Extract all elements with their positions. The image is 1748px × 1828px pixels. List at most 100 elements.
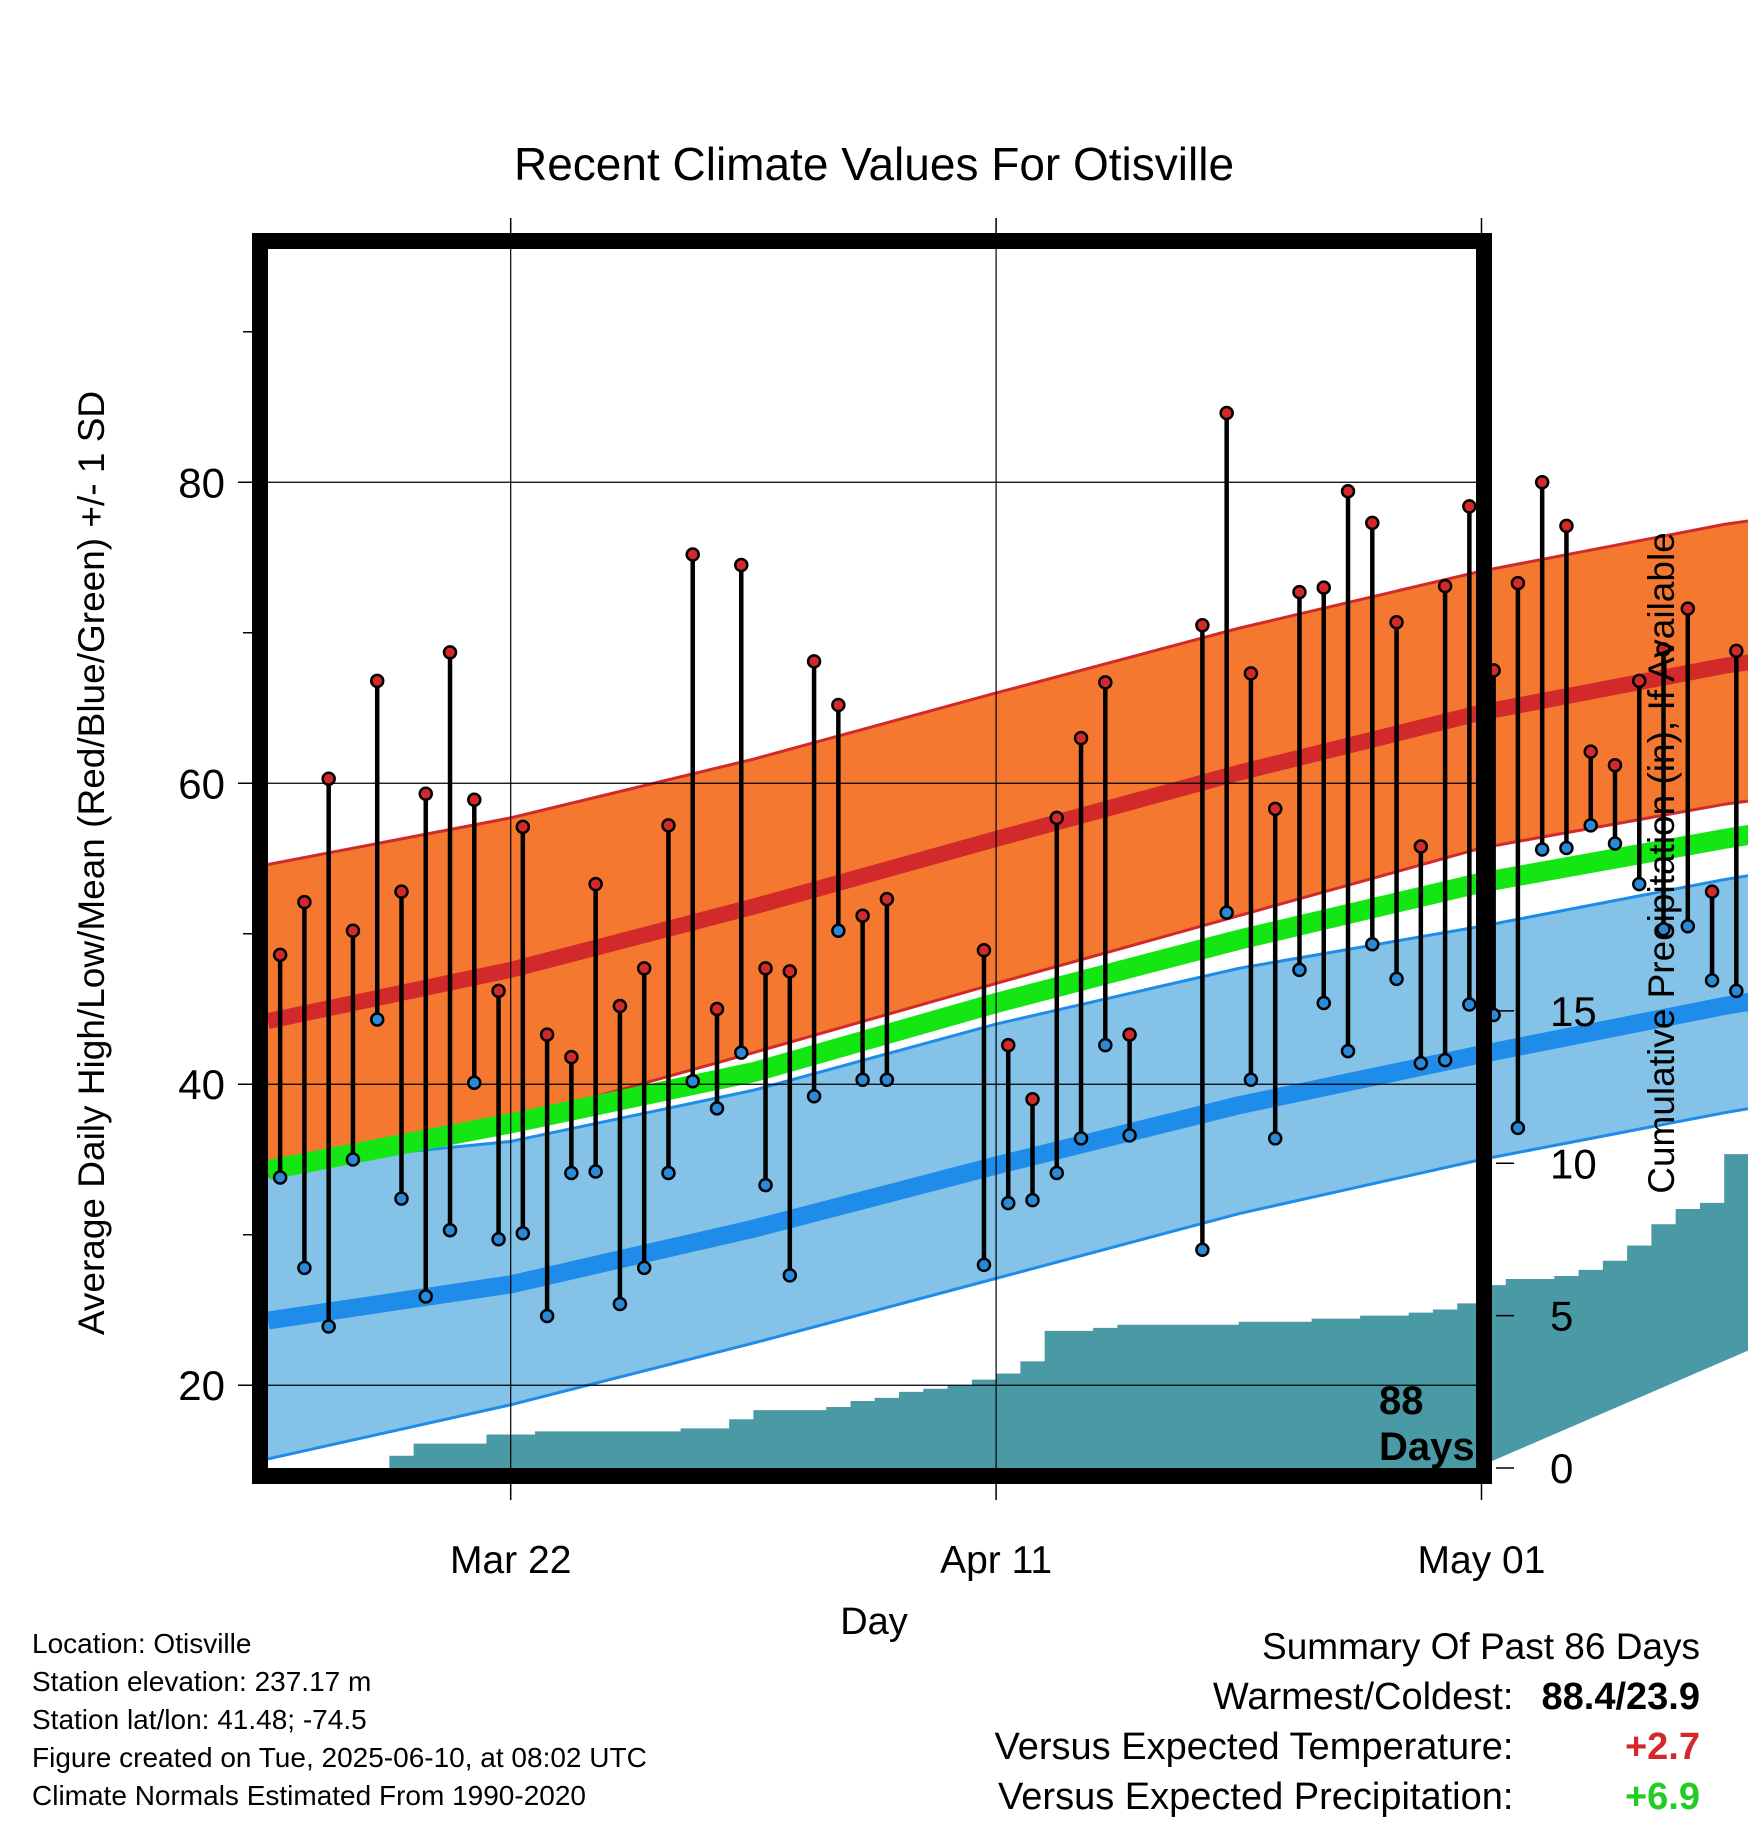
warmest-coldest-row: Warmest/Coldest: 88.4/23.9: [995, 1672, 1700, 1722]
created-text: Figure created on Tue, 2025-06-10, at 08…: [32, 1742, 647, 1773]
high-point: [588, 876, 603, 892]
low-point: [1000, 1195, 1016, 1211]
low-point: [564, 1165, 579, 1181]
today-days-label-number: 88: [1379, 1379, 1424, 1423]
low-point: [1559, 840, 1574, 856]
high-point: [1462, 499, 1477, 514]
high-point: [1340, 484, 1356, 499]
high-point: [734, 557, 749, 573]
high-point: [539, 1027, 555, 1042]
precipitation-area: [268, 1154, 1748, 1468]
low-point: [782, 1268, 798, 1283]
low-point: [272, 1170, 288, 1185]
low-point: [1534, 842, 1550, 857]
observation-points-layer: [272, 405, 1744, 1334]
low-point: [976, 1257, 992, 1273]
high-point: [1122, 1027, 1137, 1042]
low-point: [1462, 997, 1477, 1012]
summary-panel: Summary Of Past 86 Days Warmest/Coldest:…: [995, 1622, 1700, 1822]
high-point: [612, 998, 628, 1014]
low-point: [1267, 1131, 1283, 1146]
high-point: [515, 819, 531, 835]
temp-anomaly-row: Versus Expected Temperature: +2.7: [995, 1722, 1700, 1772]
high-normal-band: [268, 521, 1748, 1177]
low-point: [1389, 971, 1404, 987]
high-point: [1025, 1092, 1040, 1107]
high-point: [806, 654, 822, 669]
y-left-tick-label: 20: [178, 1362, 225, 1409]
warmest-coldest-label: Warmest/Coldest:: [1212, 1676, 1514, 1718]
low-point: [831, 923, 846, 938]
high-point: [272, 947, 288, 963]
low-point: [515, 1225, 531, 1241]
y-right-tick-label: 15: [1550, 988, 1597, 1035]
high-point: [1365, 515, 1380, 531]
summary-title: Summary Of Past 86 Days: [1262, 1626, 1700, 1667]
high-point: [661, 818, 676, 833]
low-point: [588, 1164, 603, 1179]
high-point: [394, 884, 409, 899]
low-point: [1316, 995, 1331, 1011]
chart-title: Recent Climate Values For Otisville: [514, 138, 1234, 190]
low-point: [467, 1075, 482, 1090]
high-point: [976, 943, 992, 958]
high-point: [297, 894, 312, 910]
low-point: [418, 1289, 434, 1304]
station-info: Location: Otisville Station elevation: 2…: [32, 1625, 647, 1815]
low-point: [1219, 905, 1234, 920]
warmest-coldest-value: 88.4/23.9: [1541, 1676, 1700, 1718]
high-point: [369, 673, 385, 689]
high-point: [782, 964, 798, 979]
low-point: [1729, 983, 1744, 999]
x-tick-label: Mar 22: [450, 1539, 571, 1582]
low-point: [1413, 1055, 1429, 1071]
precip-anomaly-label: Versus Expected Precipitation:: [998, 1776, 1514, 1818]
high-point: [1000, 1037, 1016, 1053]
low-point: [1680, 918, 1696, 934]
low-point: [369, 1012, 385, 1027]
high-point: [345, 923, 361, 938]
low-point: [1365, 937, 1380, 952]
low-point: [1583, 818, 1598, 833]
x-tick-label: Apr 11: [940, 1539, 1052, 1582]
high-point: [1680, 601, 1696, 616]
low-point: [806, 1089, 822, 1104]
y-axis-label-right: Cumulative Precipitation (in), If Availa…: [1641, 532, 1682, 1194]
precipitation-layer: [268, 1154, 1748, 1468]
low-point: [855, 1072, 870, 1087]
low-point: [491, 1231, 506, 1247]
low-point: [1243, 1072, 1259, 1087]
y-right-tick-label: 10: [1550, 1140, 1597, 1187]
y-right-tick-label: 0: [1550, 1445, 1573, 1492]
high-point: [1437, 578, 1453, 594]
low-point: [321, 1319, 336, 1334]
high-point: [1413, 839, 1429, 854]
low-point: [1073, 1131, 1089, 1146]
high-point: [1534, 475, 1550, 490]
high-point: [1267, 801, 1283, 817]
low-point: [1704, 973, 1720, 988]
high-point: [321, 771, 336, 786]
high-point: [1704, 884, 1720, 899]
low-point: [685, 1073, 700, 1089]
normals-text: Climate Normals Estimated From 1990-2020: [32, 1780, 586, 1811]
plot-frame: [252, 233, 1492, 1484]
low-point: [879, 1072, 895, 1087]
high-point: [1389, 614, 1404, 630]
high-point: [636, 961, 652, 976]
low-point: [661, 1165, 676, 1181]
high-point: [1219, 405, 1234, 421]
low-point: [1437, 1052, 1453, 1068]
low-point: [1656, 921, 1671, 937]
high-point: [1073, 730, 1089, 746]
x-axis-label: Day: [840, 1601, 908, 1643]
high-point: [1049, 810, 1065, 826]
high-point: [1510, 575, 1526, 591]
frame-layer: [252, 233, 1492, 1484]
high-point: [855, 908, 870, 923]
low-point: [1049, 1165, 1065, 1181]
low-point: [1122, 1128, 1137, 1143]
y-axis-label-left: Average Daily High/Low/Mean (Red/Blue/Gr…: [71, 391, 112, 1335]
low-point: [297, 1260, 312, 1276]
